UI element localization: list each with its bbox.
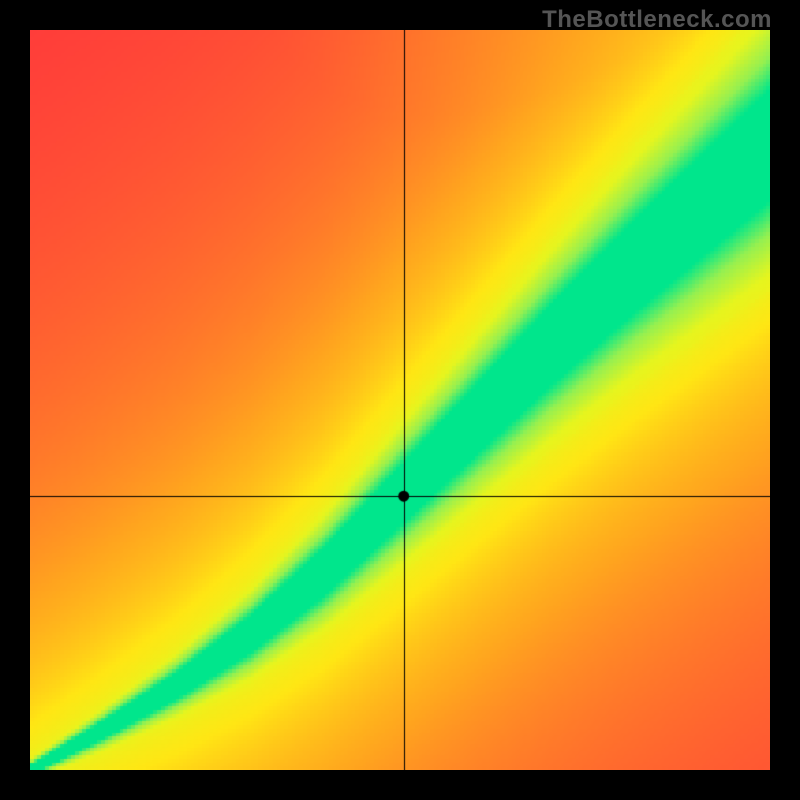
chart-container: TheBottleneck.com <box>0 0 800 800</box>
bottleneck-heatmap <box>30 30 770 770</box>
